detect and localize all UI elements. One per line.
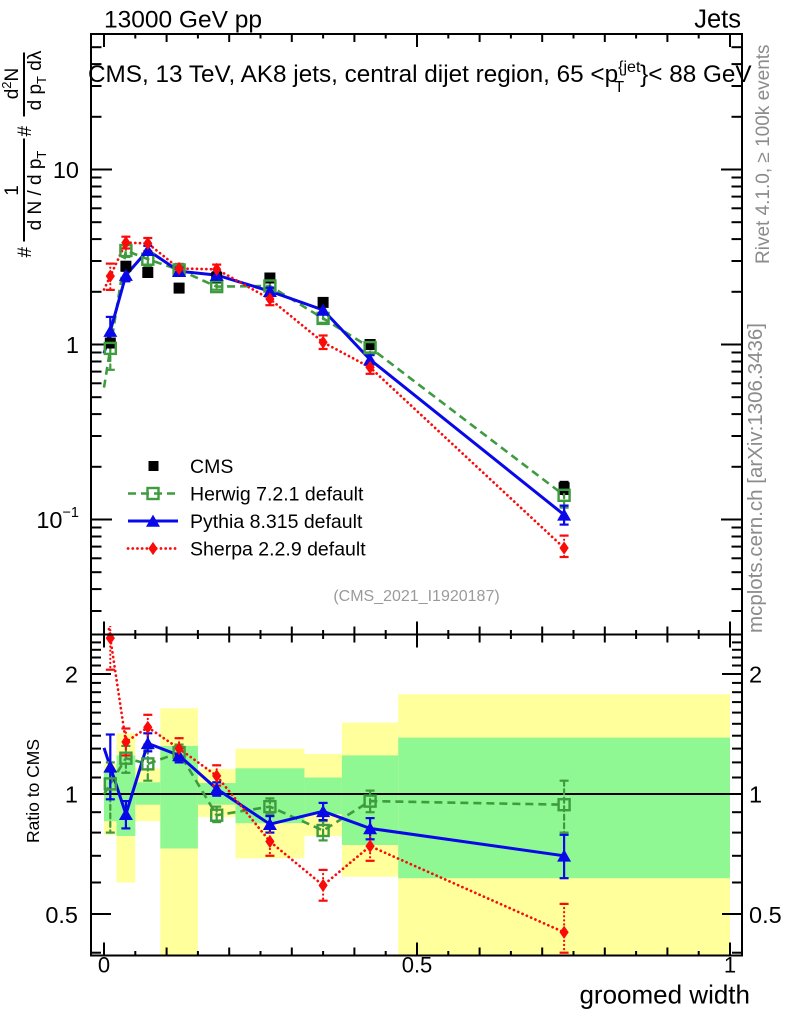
svg-text:Ratio to CMS: Ratio to CMS (23, 739, 43, 843)
svg-text:groomed width: groomed width (579, 980, 750, 1010)
svg-text:13000 GeV pp: 13000 GeV pp (104, 7, 262, 34)
svg-text:2: 2 (65, 662, 78, 688)
svg-text:10: 10 (53, 157, 79, 183)
svg-text:Jets: Jets (694, 6, 741, 34)
svg-text:0: 0 (98, 953, 110, 978)
svg-text:mcplots.cern.ch [arXiv:1306.34: mcplots.cern.ch [arXiv:1306.3436] (744, 323, 767, 633)
svg-text:#: # (15, 247, 36, 258)
svg-text:1: 1 (65, 782, 78, 808)
svg-text:1: 1 (2, 185, 23, 196)
svg-text:0.5: 0.5 (402, 953, 433, 978)
svg-text:Sherpa 2.2.9 default: Sherpa 2.2.9 default (190, 539, 366, 561)
svg-text:d2N: d2N (0, 68, 23, 100)
svg-text:#: # (15, 126, 36, 137)
svg-text:1: 1 (749, 782, 762, 808)
svg-text:0.5: 0.5 (45, 902, 78, 928)
svg-text:(CMS_2021_I1920187): (CMS_2021_I1920187) (333, 588, 499, 605)
svg-text:Herwig 7.2.1 default: Herwig 7.2.1 default (190, 484, 364, 506)
svg-text:Rivet 4.1.0, ≥ 100k events: Rivet 4.1.0, ≥ 100k events (753, 44, 774, 264)
svg-text:1: 1 (66, 332, 79, 358)
svg-text:0.5: 0.5 (749, 902, 782, 928)
svg-text:Pythia 8.315 default: Pythia 8.315 default (190, 511, 363, 533)
svg-text:CMS: CMS (190, 456, 233, 478)
svg-text:1: 1 (724, 953, 736, 978)
svg-text:2: 2 (749, 662, 762, 688)
svg-text:d N / d pT: d N / d pT (25, 151, 49, 231)
